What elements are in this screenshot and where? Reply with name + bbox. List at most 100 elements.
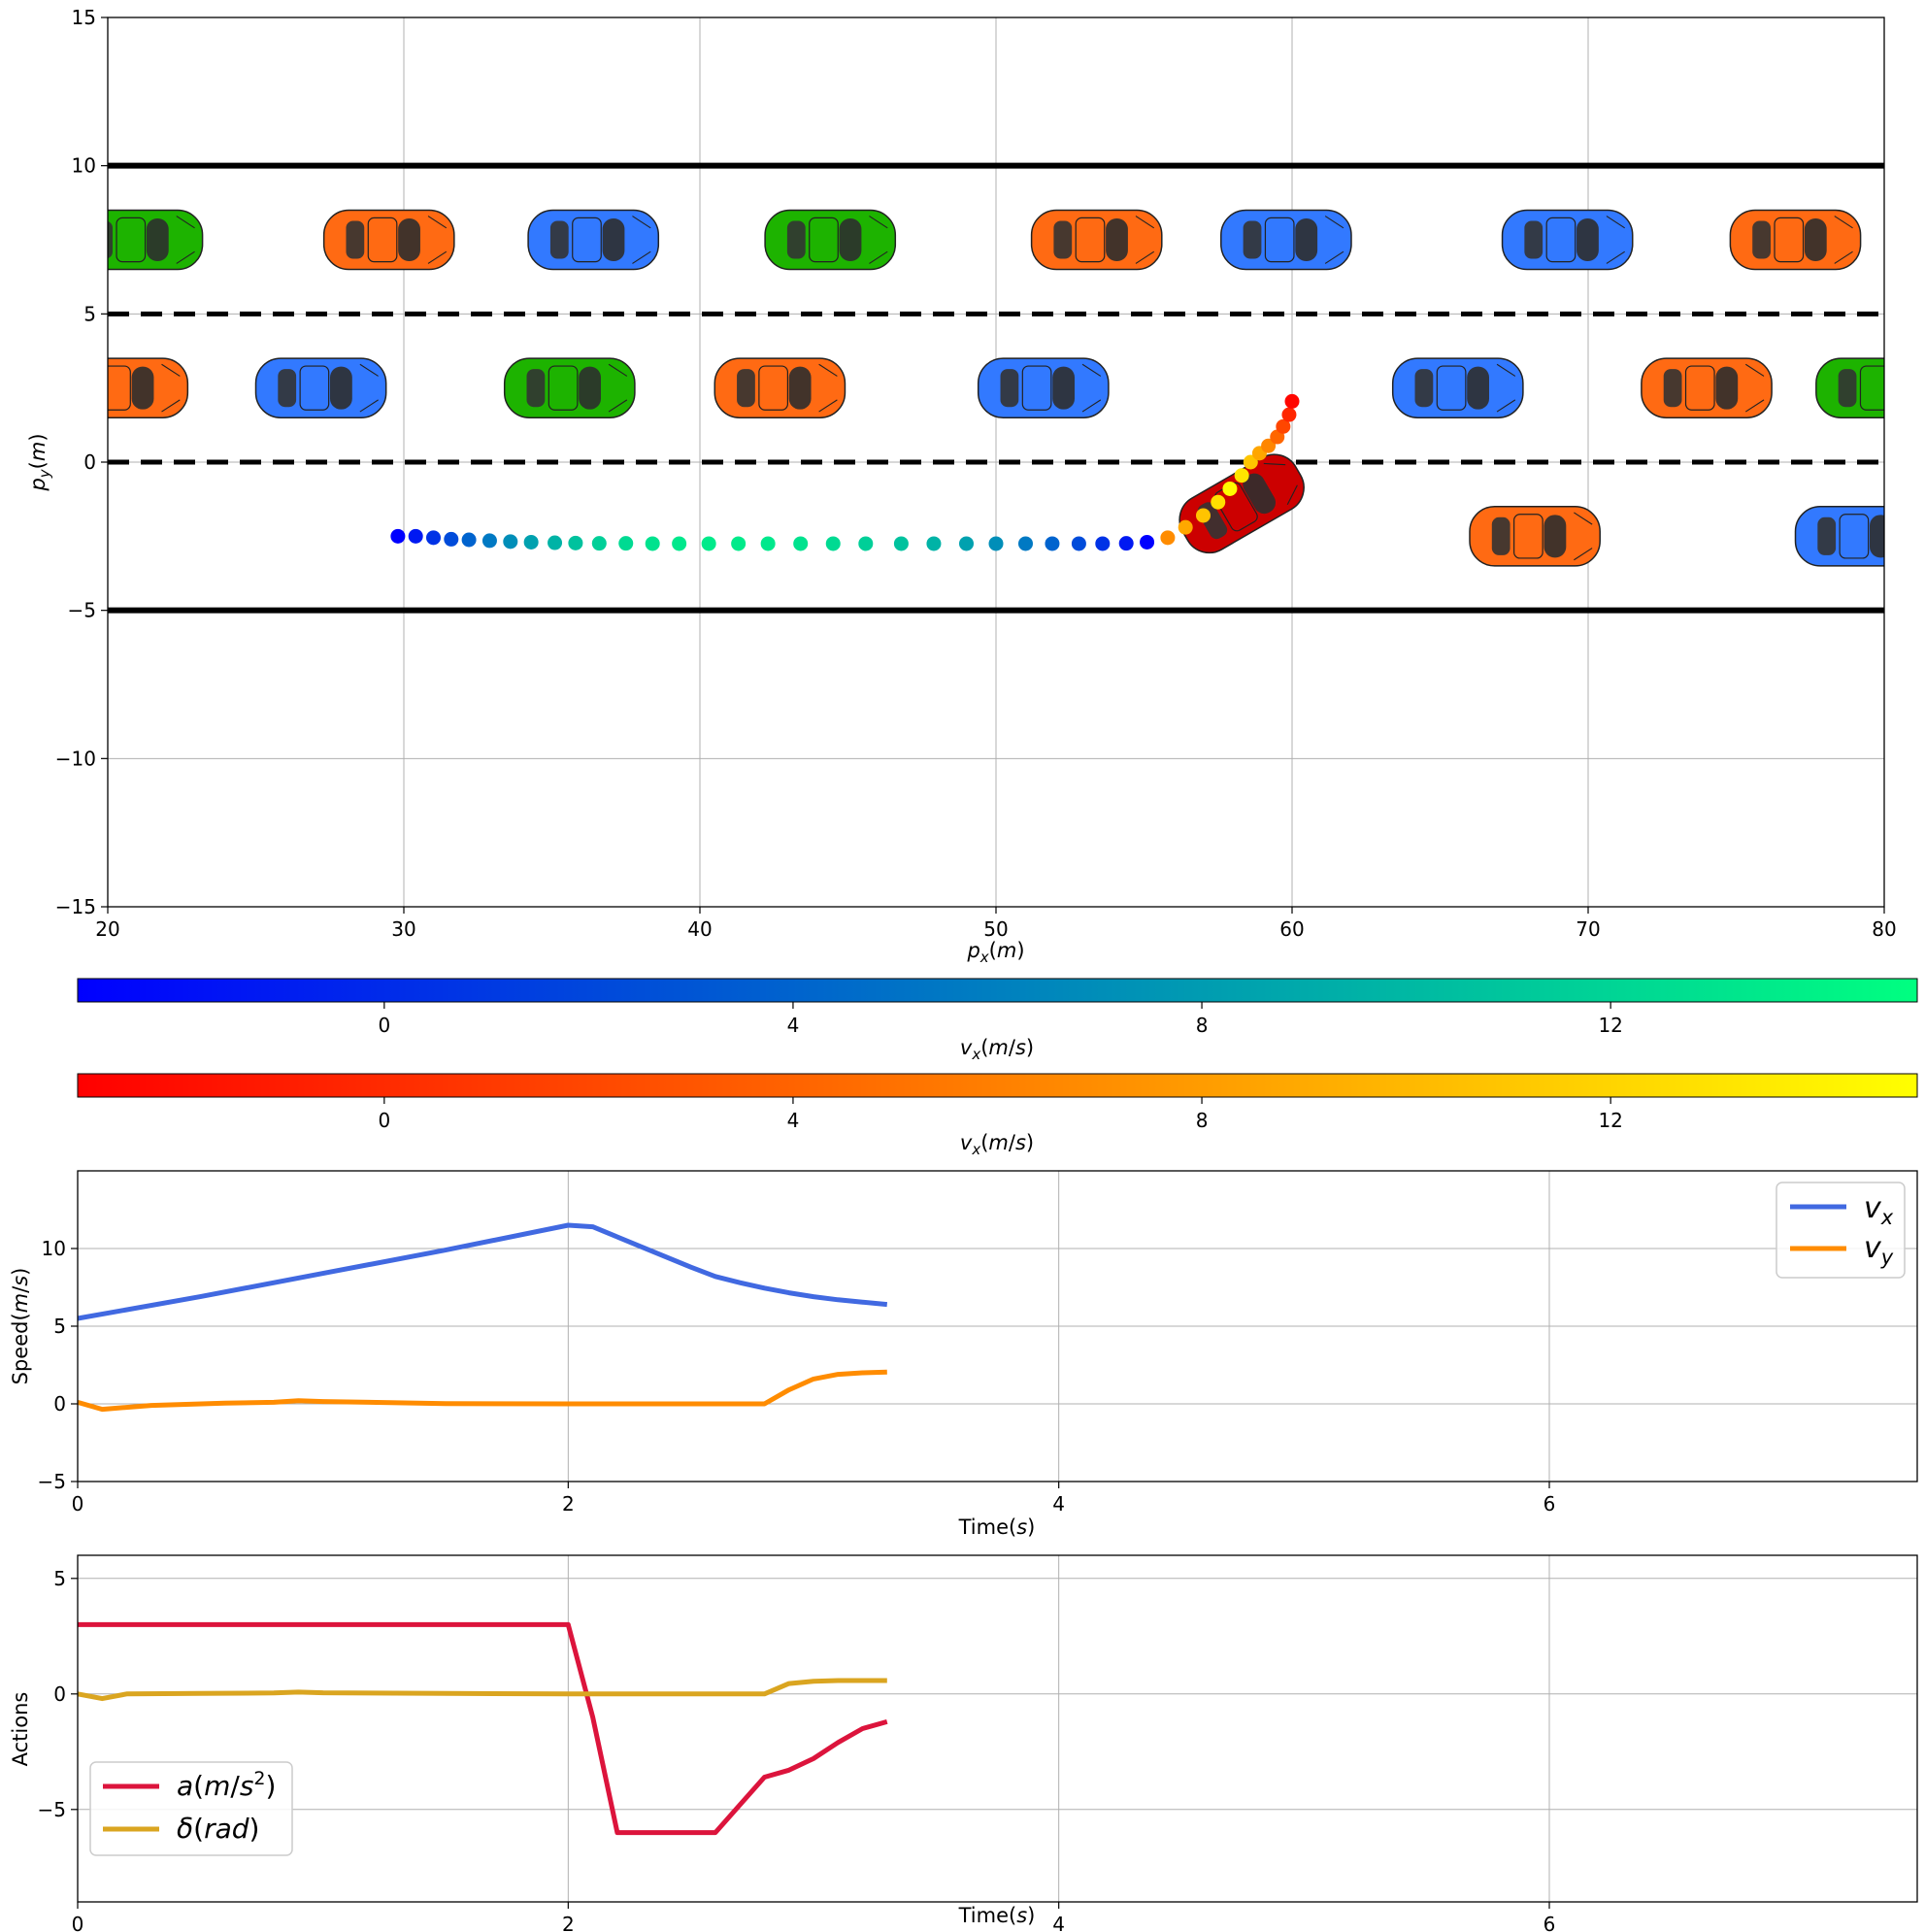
trajectory-point: [1095, 536, 1111, 551]
car-hood-line: [1496, 363, 1516, 377]
car-icon: [1729, 209, 1862, 271]
speed-legend-vy-label: vy: [1864, 1231, 1894, 1269]
car-hood-line: [608, 363, 628, 377]
colorbar-red-yellow-label: vx(m/s): [960, 1131, 1034, 1158]
car-body: [1030, 209, 1163, 271]
trajectory-point: [1234, 468, 1249, 483]
car-rear-window: [526, 369, 546, 408]
actions-tick-label-x: 4: [1052, 1913, 1065, 1932]
colorbar-red-yellow-tick-label: 8: [1196, 1109, 1209, 1132]
car-icon: [1391, 357, 1524, 418]
car-body: [1391, 357, 1524, 418]
car-rear-window: [549, 220, 569, 259]
car-body: [764, 209, 897, 271]
speed-series-line: [77, 1369, 887, 1413]
car-windshield: [1890, 367, 1912, 410]
car-icon: [503, 357, 636, 418]
car-body: [1815, 357, 1884, 418]
trajectory-point: [390, 528, 406, 544]
speed-tick-label-x: 2: [562, 1492, 575, 1516]
speed-series-line: [77, 1222, 888, 1321]
car-rear-window: [786, 220, 806, 259]
car-windshield: [398, 218, 420, 261]
car-hood-line: [1081, 399, 1102, 413]
car-hood-line: [1263, 462, 1286, 466]
car-icon: [1220, 209, 1352, 271]
car-rear-window: [346, 220, 365, 259]
actions-tick-label-x: 2: [562, 1913, 575, 1932]
actions-tick-label-y: −5: [38, 1798, 66, 1821]
speed-grid: [77, 1171, 1917, 1482]
car-hood-line: [869, 250, 888, 264]
car-body: [1729, 209, 1862, 271]
trajectory-point: [1118, 536, 1134, 551]
car-icon: [1469, 506, 1601, 567]
colorbar-red-yellow-tick-label: 4: [787, 1109, 800, 1132]
trajectory-point: [1178, 519, 1193, 535]
car-windshield: [839, 218, 862, 261]
car-body: [1469, 506, 1601, 567]
scene-tick-label-y: 5: [83, 302, 96, 325]
car-icon: [764, 209, 897, 271]
car-hood-line: [1744, 363, 1765, 377]
speed-x-label: Time(s): [958, 1516, 1036, 1539]
car-hood-line: [427, 250, 448, 264]
trajectory-point: [568, 535, 583, 550]
car-rear-window: [1663, 369, 1682, 408]
car-windshield: [131, 366, 154, 410]
car-windshield: [579, 366, 602, 410]
car-body: [977, 357, 1110, 418]
car-hood-line: [1574, 512, 1593, 525]
trajectory-point: [1281, 407, 1297, 422]
scene-tick-label-x: 20: [95, 917, 119, 941]
trajectory-point: [701, 536, 716, 551]
trajectory-point: [1140, 534, 1155, 550]
car-roof: [108, 365, 131, 411]
trajectory-point: [1045, 536, 1060, 551]
actions-x-label: Time(s): [958, 1904, 1036, 1927]
car-windshield: [329, 366, 352, 410]
car-hood-line: [1324, 216, 1344, 229]
actions-lines: [77, 1621, 888, 1836]
trajectory-point: [408, 528, 423, 544]
car-windshield: [1869, 515, 1884, 558]
car-rear-window: [108, 220, 113, 259]
car-body: [714, 357, 846, 418]
car-hood-line: [608, 399, 628, 413]
actions-frame: [77, 1554, 1918, 1903]
speed-tick-label-x: 6: [1543, 1492, 1556, 1516]
car-windshield: [602, 218, 625, 261]
car-hood-line: [359, 399, 379, 413]
trajectory-point: [523, 534, 539, 550]
speed-tick-label-y: −5: [38, 1470, 66, 1493]
car-icon: [108, 209, 204, 271]
car-hood-line: [176, 216, 195, 229]
scene-tick-label-y: 15: [72, 6, 96, 29]
car-windshield: [1577, 218, 1599, 261]
car-hood-line: [632, 216, 651, 229]
car-roof: [1859, 365, 1884, 411]
trajectory-point: [618, 536, 634, 551]
colorbar-blue-green-bar: [77, 978, 1918, 1003]
car-hood-line: [176, 250, 195, 264]
car-body: [1501, 209, 1634, 271]
car-roof: [548, 365, 579, 411]
colorbar-red-yellow-tick-label: 0: [378, 1109, 390, 1132]
car-body: [503, 357, 636, 418]
car-hood-line: [869, 216, 888, 229]
trajectory-point: [926, 536, 942, 551]
colorbar-red-yellow-bar: [77, 1073, 1918, 1098]
car-icon: [1178, 453, 1305, 554]
car-windshield: [1295, 218, 1318, 261]
car-body: [1794, 506, 1884, 567]
car-icon: [108, 357, 189, 418]
actions-tick-label-y: 0: [53, 1682, 66, 1706]
speed-y-label: Speed(m/s): [9, 1268, 32, 1385]
car-roof: [1436, 365, 1467, 411]
scene-tick-label-x: 30: [391, 917, 415, 941]
car-roof: [1264, 217, 1295, 263]
car-hood-line: [161, 363, 181, 377]
car-roof: [1075, 217, 1106, 263]
car-hood-line: [161, 399, 181, 413]
car-icon: [527, 209, 660, 271]
